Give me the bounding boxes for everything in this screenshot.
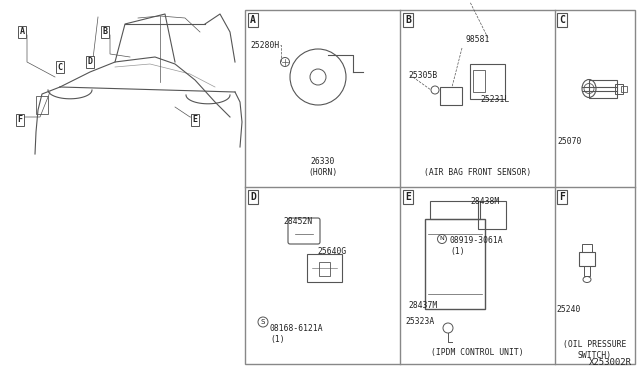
Text: 25231L: 25231L bbox=[480, 96, 509, 105]
Bar bbox=[307, 254, 342, 282]
Bar bbox=[584, 266, 590, 276]
Bar bbox=[582, 244, 592, 251]
Bar bbox=[430, 201, 480, 219]
Text: 08168-6121A
(1): 08168-6121A (1) bbox=[270, 324, 324, 344]
Bar bbox=[473, 70, 485, 92]
Text: 25240: 25240 bbox=[557, 305, 581, 314]
Text: X253002R: X253002R bbox=[589, 358, 632, 367]
Text: C: C bbox=[58, 62, 63, 71]
Bar bbox=[478, 201, 506, 229]
Text: B: B bbox=[405, 15, 411, 25]
Text: 25070: 25070 bbox=[558, 138, 582, 147]
Text: N: N bbox=[440, 237, 444, 241]
Bar bbox=[245, 10, 635, 364]
Text: E: E bbox=[193, 115, 198, 125]
Text: 28452N: 28452N bbox=[283, 218, 312, 227]
Text: 26330
(HORN): 26330 (HORN) bbox=[308, 157, 337, 177]
Text: D: D bbox=[88, 58, 93, 67]
Bar bbox=[440, 87, 462, 105]
Text: 25280H: 25280H bbox=[250, 41, 279, 49]
Bar bbox=[589, 80, 617, 97]
Text: C: C bbox=[559, 15, 565, 25]
Text: S: S bbox=[261, 319, 265, 325]
Bar bbox=[579, 251, 595, 266]
Text: 25640G: 25640G bbox=[317, 247, 346, 257]
Text: 25305B: 25305B bbox=[408, 71, 437, 80]
Text: E: E bbox=[405, 192, 411, 202]
Text: A: A bbox=[250, 15, 256, 25]
Text: F: F bbox=[17, 115, 22, 125]
Text: 28437M: 28437M bbox=[408, 301, 437, 311]
Text: 98581: 98581 bbox=[465, 35, 490, 45]
Text: 28438M: 28438M bbox=[470, 198, 499, 206]
Text: (AIR BAG FRONT SENSOR): (AIR BAG FRONT SENSOR) bbox=[424, 169, 531, 177]
Text: 08919-3061A
(1): 08919-3061A (1) bbox=[450, 236, 504, 256]
Text: (IPDM CONTROL UNIT): (IPDM CONTROL UNIT) bbox=[431, 347, 524, 356]
Bar bbox=[615, 83, 623, 93]
Text: (OIL PRESSURE
SWITCH): (OIL PRESSURE SWITCH) bbox=[563, 340, 627, 360]
Bar bbox=[425, 219, 485, 309]
Text: D: D bbox=[250, 192, 256, 202]
Text: F: F bbox=[559, 192, 565, 202]
Bar bbox=[36, 96, 48, 114]
Text: A: A bbox=[19, 28, 24, 36]
Bar bbox=[470, 64, 505, 99]
Text: B: B bbox=[102, 28, 108, 36]
Text: 25323A: 25323A bbox=[405, 317, 435, 327]
Bar bbox=[621, 86, 627, 92]
